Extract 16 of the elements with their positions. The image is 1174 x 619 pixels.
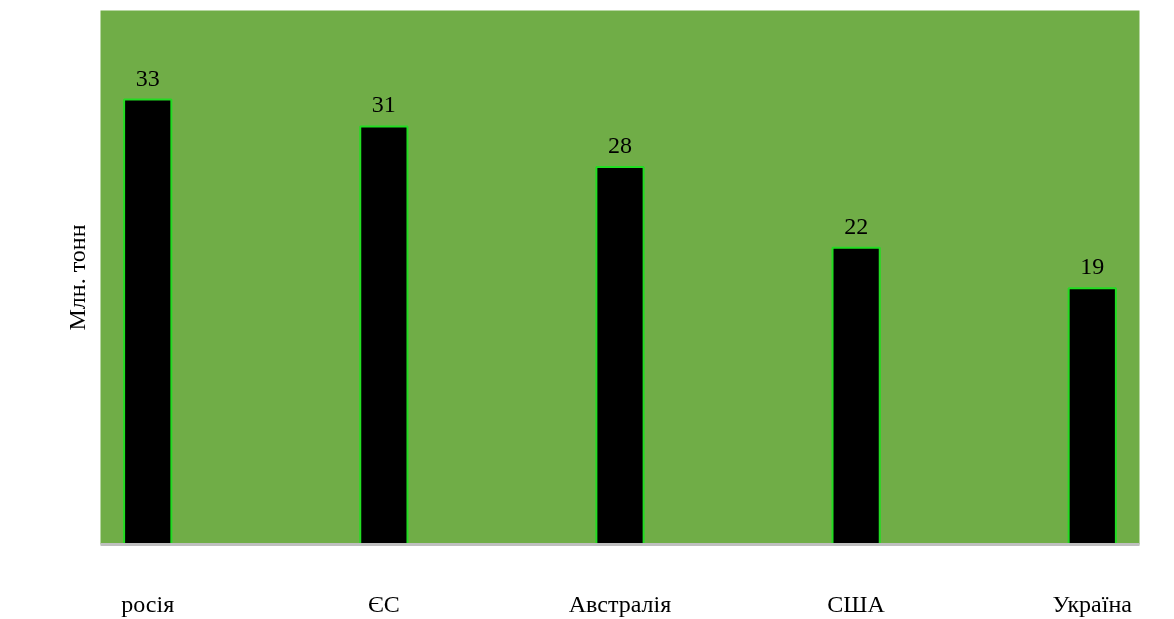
x-tick-label: Україна: [1052, 590, 1133, 617]
bar: [595, 165, 645, 545]
bar: [1067, 287, 1117, 545]
bar: [831, 246, 881, 545]
x-tick-label: ЄС: [367, 590, 400, 617]
data-label: 31: [371, 91, 396, 118]
data-label: 19: [1080, 253, 1105, 280]
bar: [123, 98, 173, 545]
y-axis-title: Млн. тонн: [63, 224, 90, 331]
x-tick-label: США: [827, 590, 886, 617]
data-label: 33: [135, 64, 160, 91]
data-label: 28: [608, 131, 632, 158]
x-tick-label: Австралія: [568, 590, 672, 617]
x-tick-label: росія: [121, 590, 175, 617]
bar: [359, 125, 409, 545]
data-label: 22: [844, 212, 869, 239]
